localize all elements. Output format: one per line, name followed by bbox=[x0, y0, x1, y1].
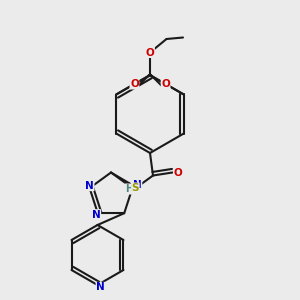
Text: O: O bbox=[173, 167, 182, 178]
Text: O: O bbox=[146, 47, 154, 58]
Text: N: N bbox=[133, 180, 142, 190]
Text: O: O bbox=[161, 79, 170, 89]
Text: O: O bbox=[130, 79, 139, 89]
Text: N: N bbox=[85, 181, 94, 190]
Text: N: N bbox=[92, 210, 100, 220]
Text: N: N bbox=[96, 282, 105, 292]
Text: H: H bbox=[125, 184, 133, 194]
Text: S: S bbox=[132, 183, 139, 193]
